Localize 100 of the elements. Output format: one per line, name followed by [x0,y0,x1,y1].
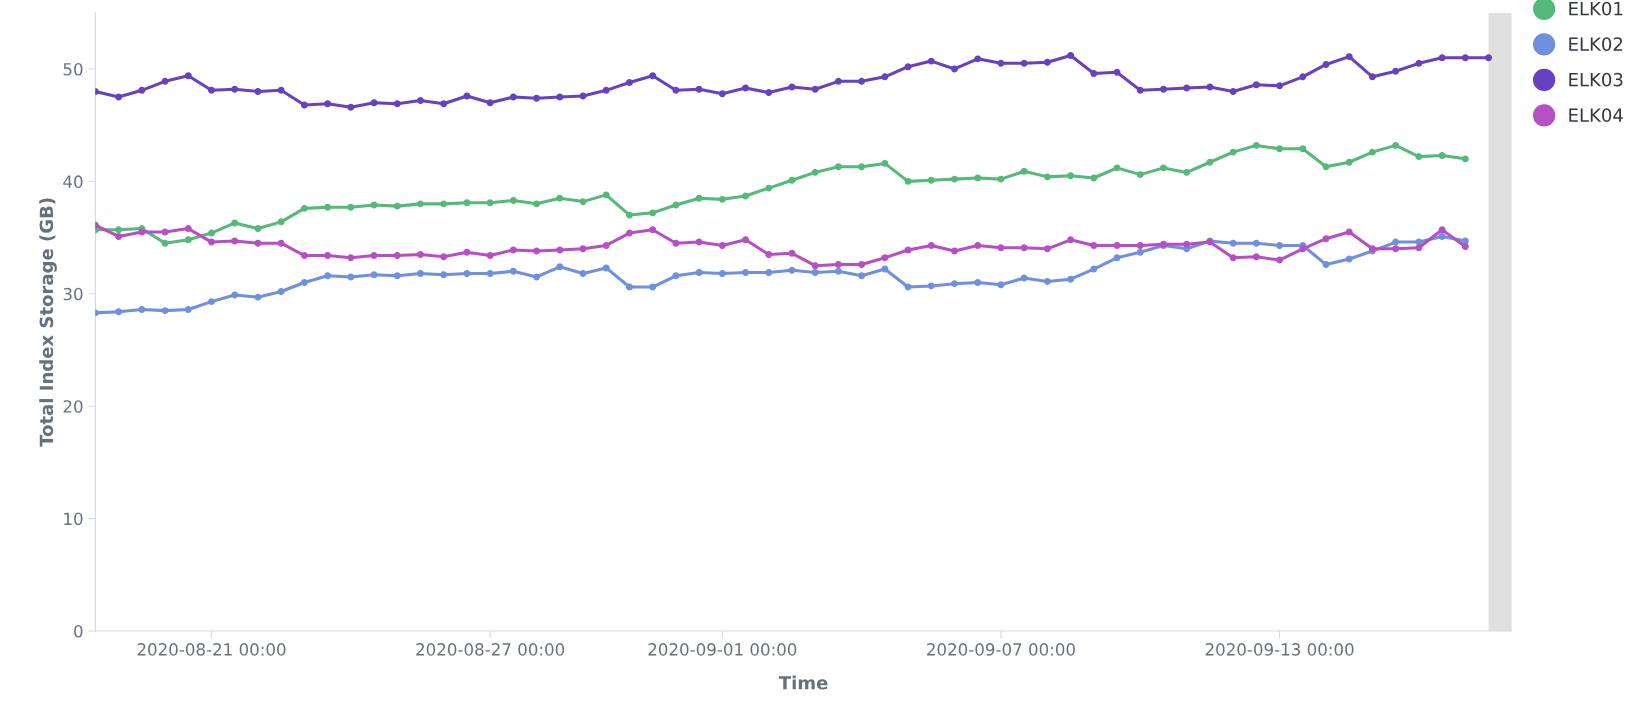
point [927,241,935,249]
point [324,252,332,260]
point [742,236,750,244]
point [1136,171,1144,179]
point [556,263,564,271]
point [416,270,424,278]
point [161,239,169,247]
point [765,268,773,276]
point [1229,239,1237,247]
point [1136,248,1144,256]
point [115,308,123,316]
point [463,270,471,278]
y-tick-label: 40 [63,175,83,188]
point [277,288,285,296]
legend-label: ELK02 [1569,37,1623,51]
point [834,163,842,171]
point [858,163,866,171]
point [1345,255,1353,263]
point [1438,226,1446,234]
point [788,176,796,184]
point [440,253,448,261]
point [533,200,541,208]
point [1461,243,1469,251]
point [231,237,239,245]
point [788,266,796,274]
point [927,176,935,184]
point [1067,172,1075,180]
point [184,236,192,244]
point [649,283,657,291]
point [881,254,889,262]
point [765,250,773,258]
point [1438,232,1446,240]
point [1067,236,1075,244]
point [393,202,401,210]
point [1020,274,1028,282]
point [695,194,703,202]
point [718,195,726,203]
point [1345,158,1353,166]
point [1392,238,1400,246]
point [1020,244,1028,252]
point [277,218,285,226]
point [324,272,332,280]
point [1020,167,1028,175]
point [1299,145,1307,153]
point [718,241,726,249]
point [231,291,239,299]
point [602,241,610,249]
point [1229,254,1237,262]
point [579,198,587,206]
y-tick-label: 10 [64,512,83,526]
point [834,267,842,275]
point [1252,253,1260,261]
point [1229,148,1237,156]
point [161,307,169,315]
point [904,177,912,185]
point [974,279,982,287]
point [486,199,494,207]
point [184,306,192,313]
point [1392,141,1400,149]
point [602,191,610,199]
point [765,184,773,192]
point [1090,241,1098,249]
point [300,252,308,260]
point [718,270,726,278]
point [533,273,541,281]
point [370,271,378,279]
point [1136,241,1144,249]
y-tick-label: 50 [63,62,83,76]
point [1415,244,1423,252]
point [300,204,308,212]
point [1322,163,1330,171]
point [347,254,355,262]
point [602,264,610,272]
point [556,246,564,254]
legend-label: ELK03 [1569,72,1623,87]
point [161,228,169,236]
point [742,192,750,200]
point [277,239,285,247]
point [974,174,982,182]
point [997,175,1005,183]
point [347,273,355,281]
point [184,225,192,233]
y-tick-label: 20 [63,400,83,413]
legend-label: ELK01 [1569,1,1623,16]
point [1368,148,1376,156]
point [1276,256,1284,264]
point [254,239,262,247]
point [463,248,471,256]
point [486,270,494,278]
point [1392,245,1400,253]
point [927,282,935,290]
point [1345,228,1353,236]
point [347,203,355,211]
point [208,238,215,246]
point [416,200,424,208]
x-axis-title: Time [778,675,828,690]
point [1276,241,1284,249]
point [625,283,633,291]
point [300,279,308,287]
y-axis-title: Total Index Storage (GB) [39,198,57,447]
